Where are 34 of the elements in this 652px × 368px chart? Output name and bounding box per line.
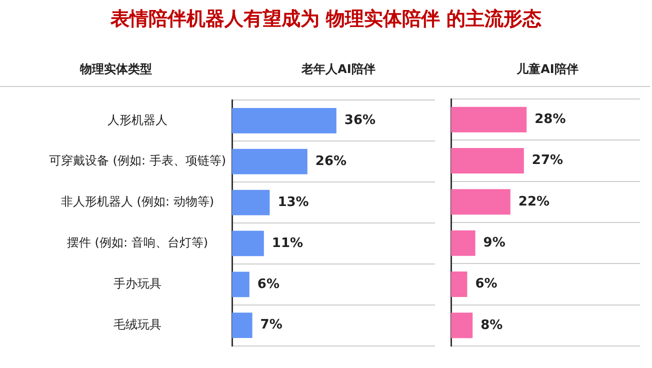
y-tick-label: 摆件 (例如: 音响、台灯等) [66, 236, 208, 250]
data-label: 22% [518, 194, 550, 210]
data-label: 6% [257, 276, 280, 292]
data-label: 7% [260, 318, 282, 333]
text: 老年人AI陪伴 [300, 60, 376, 78]
bar [451, 189, 510, 215]
bar [232, 272, 250, 298]
data-label: 26% [315, 154, 347, 169]
data-label: 9% [483, 235, 506, 250]
y-tick-label: 可穿戴设备 (例如: 手表、项链等) [48, 154, 226, 168]
y-tick-label: 毛绒玩具 [113, 317, 162, 332]
y-axis-title: 物理实体类型 [78, 60, 153, 78]
data-label: 28% [534, 112, 566, 127]
data-label: 8% [480, 318, 503, 333]
y-tick-label: 手办玩具 [113, 276, 162, 291]
bar [232, 190, 270, 216]
bar [232, 148, 308, 174]
bar [451, 148, 524, 174]
bar [232, 312, 252, 338]
bar [451, 312, 473, 338]
bar [232, 108, 336, 134]
y-tick-label: 非人形机器人 (例如: 动物等) [60, 194, 214, 209]
data-label: 27% [532, 153, 564, 168]
bar [232, 230, 264, 256]
bar [451, 106, 527, 132]
data-label: 6% [475, 276, 498, 292]
text: 儿童AI陪伴 [516, 60, 580, 78]
y-tick-label: 人形机器人 [107, 112, 168, 127]
bar [451, 271, 468, 298]
data-label: 11% [272, 236, 304, 251]
chart-title: 表情陪伴机器人有望成为 物理实体陪伴 的主流形态 [109, 7, 543, 32]
data-label: 36% [344, 113, 376, 128]
data-label: 13% [278, 194, 309, 210]
bar [451, 230, 476, 256]
